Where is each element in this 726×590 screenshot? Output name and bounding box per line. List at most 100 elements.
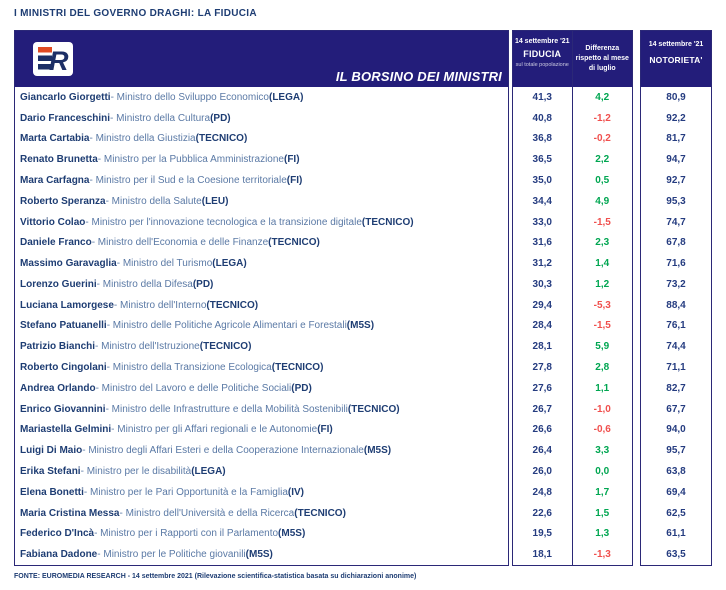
- fiducia-value: 28,4: [513, 315, 573, 337]
- minister-name: Stefano Patuanelli: [20, 320, 107, 332]
- minister-role: - Ministro del Turismo: [116, 258, 213, 270]
- minister-name: Federico D'Incà: [20, 528, 95, 540]
- minister-row: Federico D'Incà - Ministro per i Rapport…: [15, 523, 508, 544]
- differenza-value: 4,2: [595, 91, 610, 103]
- minister-row: Mariastella Gelmini - Ministro per gli A…: [15, 420, 508, 441]
- minister-role: - Ministro dell'Università e della Ricer…: [119, 507, 295, 519]
- notorieta-row: 62,5: [641, 503, 711, 524]
- minister-party: (IV): [287, 486, 304, 498]
- notorieta-value: 62,5: [666, 507, 686, 519]
- fiducia-value: 26,6: [513, 419, 573, 441]
- fiducia-differenza-header: 14 settembre '21 FIDUCIA sul totale popo…: [513, 31, 632, 87]
- minister-party: (PD): [192, 278, 214, 290]
- notorieta-row: 80,9: [641, 87, 711, 108]
- minister-role: - Ministro della Cultura: [110, 112, 211, 124]
- notorieta-row: 76,1: [641, 316, 711, 337]
- fiducia-value: 18,1: [513, 544, 573, 565]
- notorieta-row: 94,0: [641, 420, 711, 441]
- minister-row: Renato Brunetta - Ministro per la Pubbli…: [15, 149, 508, 170]
- svg-text:R: R: [49, 46, 69, 76]
- minister-row: Luigi Di Maio - Ministro degli Affari Es…: [15, 440, 508, 461]
- differenza-value: 0,0: [595, 465, 610, 477]
- fiducia-value: 28,1: [513, 336, 573, 358]
- values-row: 35,0 0,5: [513, 170, 632, 191]
- fiducia-date: 14 settembre '21: [514, 38, 570, 45]
- minister-row: Giancarlo Giorgetti - Ministro dello Svi…: [15, 87, 508, 108]
- notorieta-row: 82,7: [641, 378, 711, 399]
- minister-role: - Ministro delle Infrastrutture e della …: [105, 403, 348, 415]
- fiducia-value: 40,8: [513, 107, 573, 129]
- minister-role: - Ministro della Transizione Ecologica: [106, 362, 272, 374]
- differenza-value: -1,0: [593, 403, 611, 415]
- notorieta-row: 92,7: [641, 170, 711, 191]
- notorieta-row: 73,2: [641, 274, 711, 295]
- differenza-value: 1,1: [595, 382, 610, 394]
- values-row: 40,8 -1,2: [513, 107, 632, 129]
- notorieta-box: 14 settembre '21 NOTORIETA' 80,9 92,2 81,7…: [640, 30, 712, 566]
- minister-party: (TECNICO): [199, 341, 252, 353]
- minister-party: (TECNICO): [268, 237, 320, 249]
- values-row: 26,4 3,3: [513, 440, 632, 462]
- differenza-value: 1,5: [595, 507, 610, 519]
- minister-name: Massimo Garavaglia: [20, 258, 117, 270]
- notorieta-value: 95,3: [666, 195, 686, 207]
- notorieta-row: 61,1: [641, 523, 711, 544]
- differenza-value: -5,3: [593, 299, 611, 311]
- values-row: 34,4 4,9: [513, 190, 632, 212]
- minister-name: Maria Cristina Messa: [20, 507, 120, 519]
- fiducia-value: 30,3: [513, 274, 573, 295]
- minister-name: Marta Cartabia: [20, 133, 90, 145]
- notorieta-value: 92,2: [666, 112, 686, 124]
- differenza-column-header: Differenza rispetto al mese di luglio: [573, 31, 633, 87]
- notorieta-value: 73,2: [666, 278, 686, 290]
- fiducia-value: 24,8: [513, 481, 573, 503]
- minister-role: - Ministro per le disabilità: [80, 465, 192, 477]
- differenza-value: 2,2: [595, 154, 610, 166]
- fiducia-value: 36,5: [513, 149, 573, 171]
- differenza-value: 0,5: [595, 175, 610, 187]
- notorieta-value: 94,7: [666, 154, 686, 166]
- minister-row: Vittorio Colao - Ministro per l'innovazi…: [15, 212, 508, 233]
- minister-row: Luciana Lamorgese - Ministro dell'Intern…: [15, 295, 508, 316]
- differenza-value: -1,5: [593, 320, 611, 332]
- differenza-value: 5,9: [595, 341, 610, 353]
- values-row: 24,8 1,7: [513, 481, 632, 503]
- minister-row: Mara Carfagna - Ministro per il Sud e la…: [15, 170, 508, 191]
- fiducia-value: 34,4: [513, 190, 573, 212]
- values-row: 28,1 5,9: [513, 336, 632, 358]
- minister-role: - Ministro dell'Interno: [113, 299, 207, 311]
- minister-name: Luciana Lamorgese: [20, 299, 114, 311]
- differenza-value: -0,2: [593, 133, 611, 145]
- minister-role: - Ministro degli Affari Esteri e della C…: [82, 445, 364, 457]
- values-row: 36,8 -0,2: [513, 128, 632, 150]
- minister-name: Elena Bonetti: [20, 486, 84, 498]
- minister-role: - Ministro della Salute: [105, 195, 202, 207]
- values-row: 22,6 1,5: [513, 502, 632, 524]
- values-row: 41,3 4,2: [513, 87, 632, 108]
- differenza-value: 2,3: [595, 237, 610, 249]
- notorieta-value: 74,4: [666, 341, 686, 353]
- notorieta-row: 63,8: [641, 461, 711, 482]
- notorieta-value: 80,9: [666, 91, 686, 103]
- notorieta-value: 71,1: [666, 362, 686, 374]
- values-row: 33,0 -1,5: [513, 211, 632, 233]
- notorieta-row: 95,7: [641, 440, 711, 461]
- minister-party: (TECNICO): [271, 362, 324, 374]
- euromedia-research-logo-icon: R: [33, 42, 73, 76]
- notorieta-column-header: 14 settembre '21 NOTORIETA': [641, 31, 711, 87]
- minister-role: - Ministro della Difesa: [96, 278, 193, 290]
- minister-role: - Ministro per i Rapporti con il Parlame…: [94, 528, 279, 540]
- minister-party: (LEU): [201, 195, 229, 207]
- minister-name: Luigi Di Maio: [20, 445, 83, 457]
- values-row: 18,1 -1,3: [513, 544, 632, 565]
- differenza-line2: rispetto al mese: [575, 55, 629, 63]
- minister-name: Roberto Speranza: [20, 195, 106, 207]
- minister-party: (TECNICO): [361, 216, 414, 228]
- notorieta-value: 69,4: [666, 486, 686, 498]
- fiducia-value: 41,3: [513, 87, 573, 108]
- minister-party: (M5S): [245, 549, 273, 561]
- notorieta-row: 74,7: [641, 212, 711, 233]
- fiducia-column-header: 14 settembre '21 FIDUCIA sul totale popo…: [513, 31, 573, 87]
- minister-party: (TECNICO): [206, 299, 259, 311]
- notorieta-value: 63,5: [666, 549, 686, 561]
